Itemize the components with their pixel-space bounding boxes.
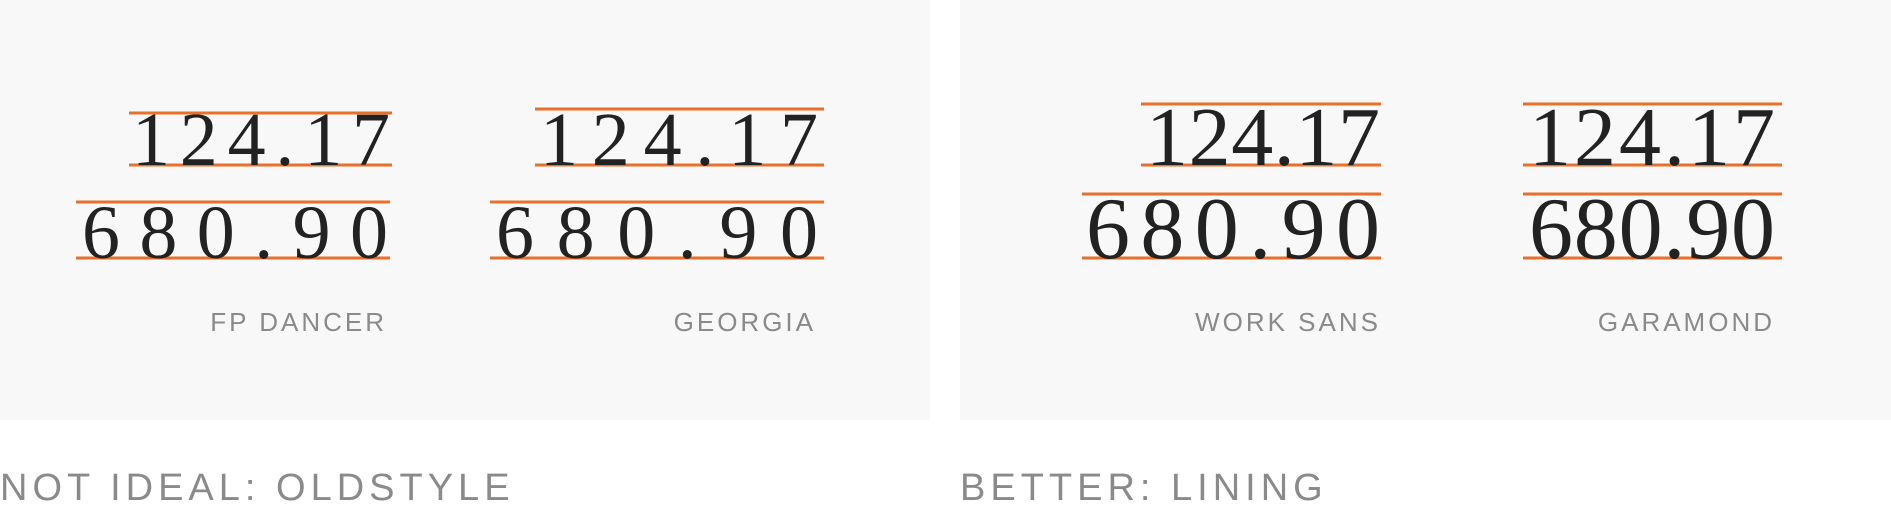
- panel-title-oldstyle: NOT IDEAL: OLDSTYLE: [0, 467, 515, 507]
- sample-garamond: 124.17 680.90 GARAMOND: [1523, 91, 1782, 337]
- font-label: WORK SANS: [1195, 307, 1381, 337]
- font-label: FP DANCER: [210, 307, 387, 337]
- font-label: GEORGIA: [674, 307, 816, 337]
- bottom-number: 680.90: [1529, 181, 1775, 278]
- top-number: 124.17: [1529, 91, 1775, 184]
- font-label: GARAMOND: [1598, 307, 1775, 337]
- panel-title-lining: BETTER: LINING: [960, 467, 1328, 507]
- top-number: 124.17: [1146, 91, 1380, 184]
- panel-oldstyle-background: [0, 0, 930, 420]
- panel-lining-background: [960, 0, 1891, 420]
